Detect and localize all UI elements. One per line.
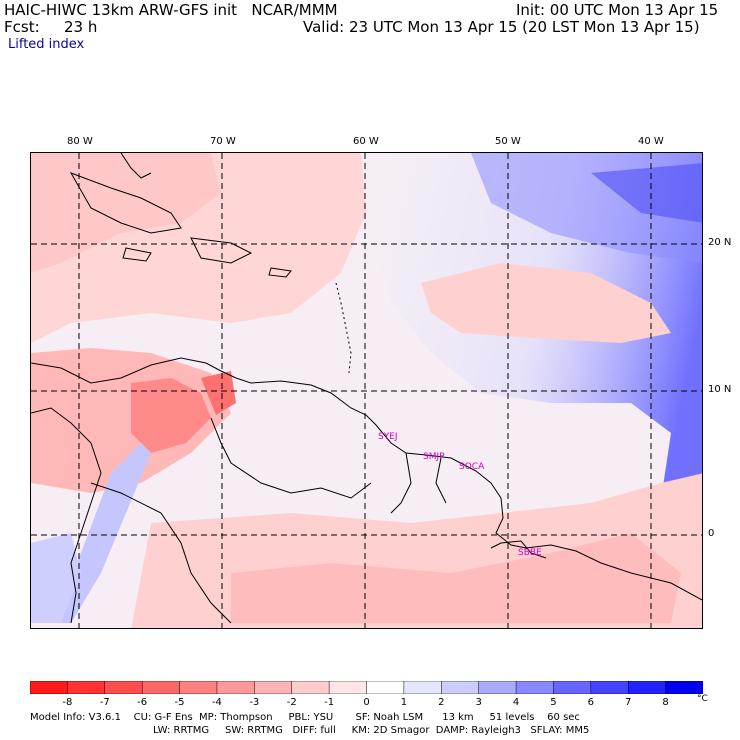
colorbar-swatch — [590, 681, 629, 694]
lon-label-60w: 60 W — [353, 136, 379, 147]
colorbar-tick-label: -4 — [211, 697, 222, 708]
colorbar-tick-label: 5 — [550, 697, 557, 708]
forecast-label: Fcst: — [4, 18, 40, 36]
lat-label-equator: 0 — [708, 528, 715, 539]
colorbar-swatch — [291, 681, 330, 694]
field-maracaibo-core — [201, 371, 236, 415]
coastline-north-south-america — [31, 357, 702, 601]
colorbar-tick-label: 0 — [363, 697, 370, 708]
colorbar-tick-label: -2 — [286, 697, 297, 708]
colorbar-swatch — [67, 681, 106, 694]
lat-label-10n: 10 N — [708, 384, 732, 395]
island-bahamas — [120, 153, 152, 179]
colorbar-tick-label: 3 — [475, 697, 482, 708]
lon-label-50w: 50 W — [495, 136, 521, 147]
station-sbbe: SBBE — [518, 548, 542, 558]
colorbar-tick-label: -8 — [62, 697, 73, 708]
island-cuba — [69, 172, 182, 234]
init-time: Init: 00 UTC Mon 13 Apr 15 — [516, 1, 719, 19]
lon-label-80w: 80 W — [67, 136, 93, 147]
field-pacific-stable — [31, 533, 81, 623]
island-hispaniola — [190, 237, 253, 264]
coastline-pacific — [31, 407, 102, 624]
colorbar-tick-label: -3 — [249, 697, 260, 708]
colorbar-tick-label: 7 — [625, 697, 632, 708]
island-jamaica — [122, 247, 152, 262]
field-name: Lifted index — [8, 37, 85, 52]
field-amazon-core — [231, 533, 681, 623]
colorbar-swatch — [179, 681, 218, 694]
colorbar — [30, 681, 703, 694]
map-panel: SYEJ SMJP SOCA SBBE — [30, 152, 703, 629]
colorbar-tick-label: -1 — [324, 697, 335, 708]
colorbar-swatch — [665, 681, 703, 694]
colorbar-tick-label: 2 — [438, 697, 445, 708]
station-markers: SYEJ SMJP SOCA SBBE — [378, 432, 542, 558]
colorbar-tick-label: -5 — [174, 697, 185, 708]
field-andes-core — [131, 378, 211, 453]
colorbar-swatch — [216, 681, 256, 694]
colorbar-swatch — [104, 681, 143, 694]
colorbar-swatch — [515, 681, 555, 694]
colorbar-tick-label: 6 — [587, 697, 595, 708]
footer-model-info-line1: Model Info: V3.6.1 CU: G-F Ens MP: Thomp… — [30, 712, 580, 723]
lifted-index-field: SYEJ SMJP SOCA SBBE — [31, 153, 702, 628]
field-atlantic-stable-max — [591, 163, 702, 223]
colorbar-swatch — [627, 681, 667, 694]
border-colombia-peru — [90, 482, 232, 624]
colorbar-swatch — [441, 681, 480, 694]
station-syej: SYEJ — [378, 432, 398, 442]
colorbar-tick-label: 4 — [512, 697, 520, 708]
footer-model-info-line2: LW: RRTMG SW: RRTMG DIFF: full KM: 2D Sm… — [153, 725, 590, 736]
lon-label-40w: 40 W — [638, 136, 664, 147]
border-guyana-suriname — [390, 452, 412, 514]
border-suriname-guiana — [435, 457, 447, 504]
lat-label-20n: 20 N — [708, 237, 732, 248]
border-venezuela-brazil — [210, 417, 372, 499]
colorbar-unit: °C — [697, 694, 708, 704]
coastlines — [31, 153, 702, 624]
island-puerto-rico — [268, 267, 292, 278]
colorbar-swatch — [30, 681, 69, 694]
colorbar-swatch — [141, 681, 181, 694]
valid-time: Valid: 23 UTC Mon 13 Apr 15 (20 LST Mon … — [303, 18, 700, 36]
colorbar-swatch — [553, 681, 592, 694]
colorbar-swatch — [328, 681, 368, 694]
field-midatlantic-band — [421, 263, 671, 343]
station-smjp: SMJP — [423, 452, 445, 462]
lon-label-70w: 70 W — [210, 136, 236, 147]
colorbar-tick-label: 8 — [662, 697, 669, 708]
colorbar-swatch — [254, 681, 293, 694]
coastline-amazon-mouth — [490, 540, 547, 559]
colorbar-swatch — [403, 681, 443, 694]
colorbar-tick-label: -6 — [137, 697, 148, 708]
island-chain-lesser-antilles — [335, 282, 352, 374]
station-soca: SOCA — [459, 462, 485, 472]
model-title: HAIC-HIWC 13km ARW-GFS init NCAR/MMM — [4, 1, 338, 19]
graticule — [31, 153, 702, 628]
colorbar-tick-label: -7 — [99, 697, 110, 708]
forecast-hour: 23 h — [64, 18, 98, 36]
colorbar-swatch — [478, 681, 517, 694]
colorbar-swatch — [366, 681, 405, 694]
colorbar-tick-label: 1 — [400, 697, 408, 708]
